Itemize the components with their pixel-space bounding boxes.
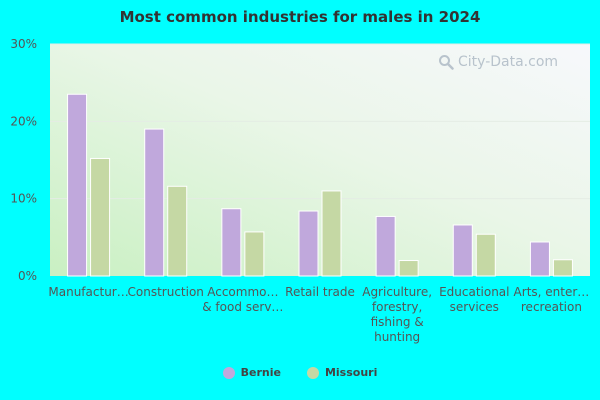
bar-bernie-4[interactable] [375,215,396,277]
x-tick-label: Agriculture, forestry, fishing & hunting [362,285,432,344]
magnifier-icon [439,55,454,70]
watermark: City-Data.com [438,54,558,70]
x-tick-label: Manufactur… [48,285,128,299]
legend: Bernie Missouri [0,366,600,379]
x-tick-label: Arts, enter… recreation [514,285,590,314]
y-tick-label: 0% [18,269,37,283]
bar-missouri-6[interactable] [552,259,573,277]
x-tick-label: Retail trade [285,285,355,299]
x-axis-labels: Manufactur…Construction Accommo… & food se… [48,285,589,344]
bar-missouri-1[interactable] [167,185,188,277]
bar-missouri-0[interactable] [90,157,111,277]
x-tick-label: Educational services [439,285,509,314]
legend-swatch-bernie [222,366,235,379]
chart-title: Most common industries for males in 2024 [119,8,481,26]
legend-label-bernie: Bernie [240,366,281,379]
y-tick-label: 30% [10,37,37,51]
legend-swatch-missouri [306,366,319,379]
grid-lines [50,43,590,200]
bar-bernie-3[interactable] [298,210,319,277]
watermark-text: City-Data.com [458,54,559,70]
legend-label-missouri: Missouri [324,366,378,379]
bar-bernie-0[interactable] [67,93,88,277]
y-tick-label: 10% [10,192,37,206]
bar-bernie-1[interactable] [144,128,165,277]
plot-area [50,44,590,276]
bar-bernie-6[interactable] [529,241,550,277]
y-tick-label: 20% [10,114,37,128]
legend-item-missouri[interactable]: Missouri [306,366,378,379]
bar-bernie-5[interactable] [452,224,473,277]
bars [67,93,573,277]
x-tick-label: Accommo… & food serv… [202,285,283,314]
bar-missouri-5[interactable] [475,233,496,277]
y-axis-ticks: 0% 10% 20% 30% [10,37,37,283]
bar-missouri-2[interactable] [244,231,265,277]
bar-missouri-3[interactable] [321,190,342,277]
x-tick-label: Construction [128,285,204,299]
legend-item-bernie[interactable]: Bernie [222,366,281,379]
bar-bernie-2[interactable] [221,208,242,277]
bar-missouri-4[interactable] [398,260,419,277]
